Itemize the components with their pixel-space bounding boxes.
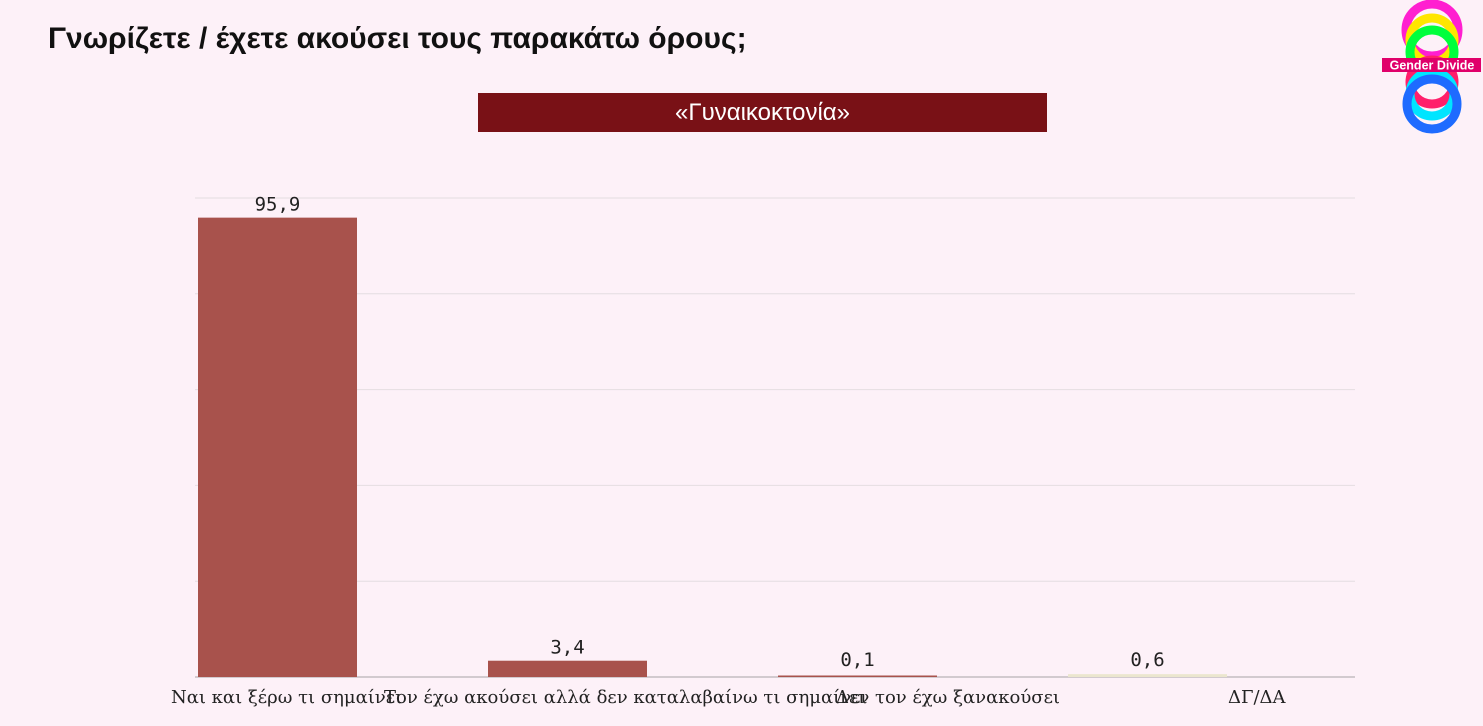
grid-lines: [195, 197, 1355, 678]
bar: [488, 660, 647, 677]
bar: [198, 217, 357, 678]
bars: [198, 217, 1227, 678]
x-tick-label: Ναι και ξέρω τι σημαίνει: [171, 687, 402, 708]
value-labels: 95,9 3,4 0,1 0,6: [255, 194, 1165, 671]
x-tick-label: Τον έχω ακούσει αλλά δεν καταλαβαίνω τι …: [384, 687, 867, 708]
chart-title-banner: «Γυναικοκτονία»: [478, 93, 1047, 132]
data-label: 0,6: [1130, 649, 1164, 671]
data-label: 3,4: [550, 637, 584, 659]
x-tick-label: Δεν τον έχω ξανακούσει: [836, 687, 1060, 708]
gender-divide-logo: Gender Divide: [1382, 0, 1481, 134]
bar: [778, 675, 937, 677]
data-label: 95,9: [255, 194, 301, 216]
data-label: 0,1: [840, 649, 874, 671]
logo-text: Gender Divide: [1390, 59, 1475, 73]
x-tick-label: ΔΓ/ΔΑ: [1228, 687, 1287, 708]
page-title: Γνωρίζετε / έχετε ακούσει τους παρακάτω …: [48, 22, 747, 55]
bar: [1068, 674, 1227, 677]
